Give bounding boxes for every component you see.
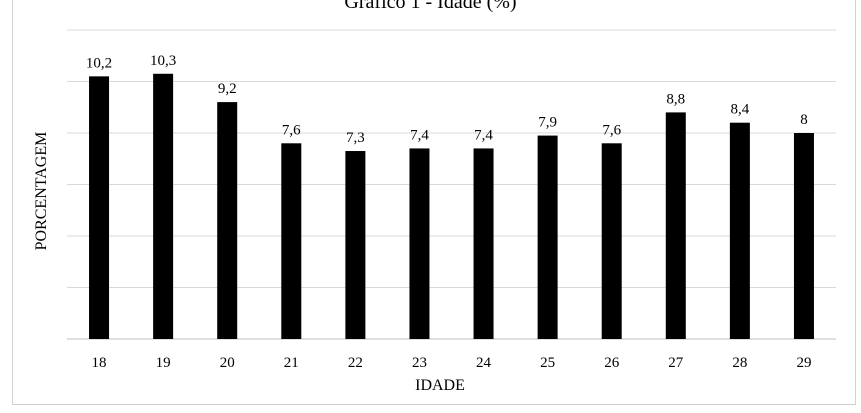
chart-frame	[12, 0, 856, 405]
bar-18	[89, 76, 110, 339]
x-tick-label-20: 20	[220, 355, 235, 371]
x-tick-label-24: 24	[476, 355, 492, 371]
y-axis-label: PORCENTAGEM	[33, 132, 50, 251]
x-axis-label: IDADE	[415, 377, 465, 394]
x-tick-label-27: 27	[668, 355, 684, 371]
bar-25	[537, 135, 558, 339]
x-tick-label-26: 26	[604, 355, 620, 371]
x-tick-label-19: 19	[156, 355, 171, 371]
data-label-29: 8	[800, 112, 808, 128]
data-label-19: 10,3	[150, 53, 176, 69]
data-label-23: 7,4	[410, 127, 429, 143]
x-tick-label-23: 23	[412, 355, 427, 371]
bar-28	[729, 122, 750, 339]
x-tick-label-28: 28	[732, 355, 747, 371]
data-label-25: 7,9	[538, 115, 557, 131]
x-tick-label-25: 25	[540, 355, 555, 371]
bars	[89, 73, 814, 340]
bar-22	[345, 151, 366, 339]
x-tick-label-21: 21	[284, 355, 299, 371]
data-label-22: 7,3	[346, 130, 365, 146]
x-tick-label-29: 29	[796, 355, 811, 371]
bar-29	[793, 133, 814, 339]
bar-24	[473, 148, 494, 339]
grid-lines	[67, 29, 836, 340]
data-label-28: 8,4	[731, 102, 750, 118]
data-label-21: 7,6	[282, 122, 301, 138]
bar-21	[281, 143, 302, 339]
data-label-26: 7,6	[602, 122, 621, 138]
data-labels: 10,2 10,3 9,2 7,6 7,3 7,4 7,4 7,9 7,6 8,8 8,4 8	[86, 53, 808, 146]
bar-20	[217, 102, 238, 339]
bar-19	[153, 73, 174, 340]
bar-23	[409, 148, 430, 339]
data-label-18: 10,2	[86, 55, 112, 71]
bar-27	[665, 112, 686, 340]
x-tick-label-22: 22	[348, 355, 363, 371]
data-label-27: 8,8	[666, 91, 685, 107]
bar-26	[601, 143, 622, 339]
x-tick-label-18: 18	[92, 355, 107, 371]
x-tick-labels: 18 19 20 21 22 23 24 25 26 27 28 29	[92, 355, 812, 371]
chart-title: Gráfico 1 - Idade (%)	[344, 0, 517, 13]
data-label-20: 9,2	[218, 81, 237, 97]
data-label-24: 7,4	[474, 127, 493, 143]
